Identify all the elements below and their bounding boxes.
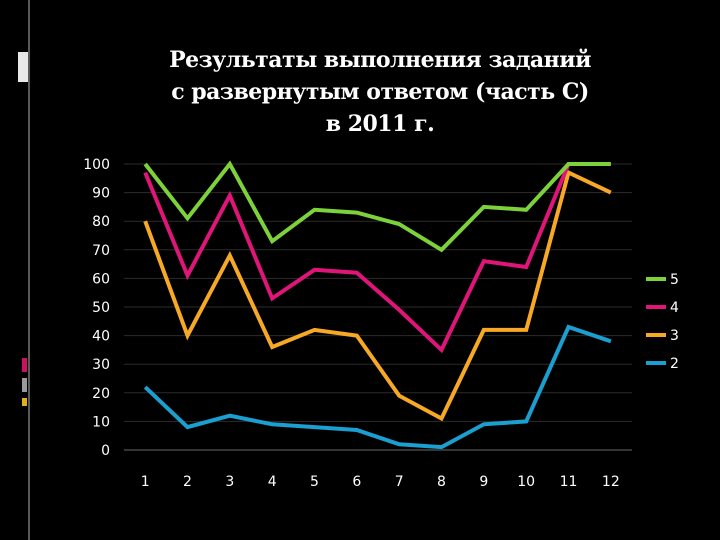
legend-label: 5 bbox=[670, 272, 679, 288]
y-tick-label: 10 bbox=[92, 414, 110, 430]
x-tick-label: 11 bbox=[560, 474, 578, 490]
x-tick-label: 1 bbox=[141, 474, 150, 490]
y-tick-label: 0 bbox=[101, 443, 110, 459]
slide-title-line: с развернутым ответом (часть С) bbox=[171, 79, 589, 105]
slide-decor-mark bbox=[22, 398, 27, 406]
x-tick-label: 9 bbox=[479, 474, 488, 490]
legend-label: 2 bbox=[670, 356, 679, 372]
x-tick-label: 8 bbox=[437, 474, 446, 490]
series-line-2 bbox=[143, 324, 612, 450]
x-tick-label: 10 bbox=[517, 474, 535, 490]
slide-decor-mark bbox=[22, 358, 27, 372]
x-tick-label: 7 bbox=[395, 474, 404, 490]
y-tick-label: 80 bbox=[92, 214, 110, 230]
legend-label: 4 bbox=[670, 300, 679, 316]
x-tick-label: 3 bbox=[225, 474, 234, 490]
y-tick-label: 70 bbox=[92, 243, 110, 259]
y-tick-label: 60 bbox=[92, 271, 110, 287]
x-tick-label: 6 bbox=[352, 474, 361, 490]
series-line-3 bbox=[143, 169, 612, 422]
y-tick-label: 90 bbox=[92, 186, 110, 202]
x-tick-label: 2 bbox=[183, 474, 192, 490]
y-tick-label: 40 bbox=[92, 329, 110, 345]
y-tick-label: 20 bbox=[92, 386, 110, 402]
slide-decor-block bbox=[18, 52, 28, 82]
y-tick-label: 50 bbox=[92, 300, 110, 316]
slide-decor-mark bbox=[22, 378, 27, 392]
slide-title: Результаты выполнения заданий с разверну… bbox=[130, 44, 630, 140]
legend-label: 3 bbox=[670, 328, 679, 344]
y-tick-label: 30 bbox=[92, 357, 110, 373]
slide-left-rule bbox=[28, 0, 30, 540]
x-tick-label: 5 bbox=[310, 474, 319, 490]
series-line-5 bbox=[143, 160, 611, 253]
slide-title-line: в 2011 г. bbox=[325, 111, 435, 137]
series-line-4 bbox=[143, 162, 611, 354]
slide-title-line: Результаты выполнения заданий bbox=[169, 47, 591, 73]
x-tick-label: 12 bbox=[602, 474, 620, 490]
y-tick-label: 100 bbox=[83, 157, 110, 173]
x-tick-label: 4 bbox=[268, 474, 277, 490]
